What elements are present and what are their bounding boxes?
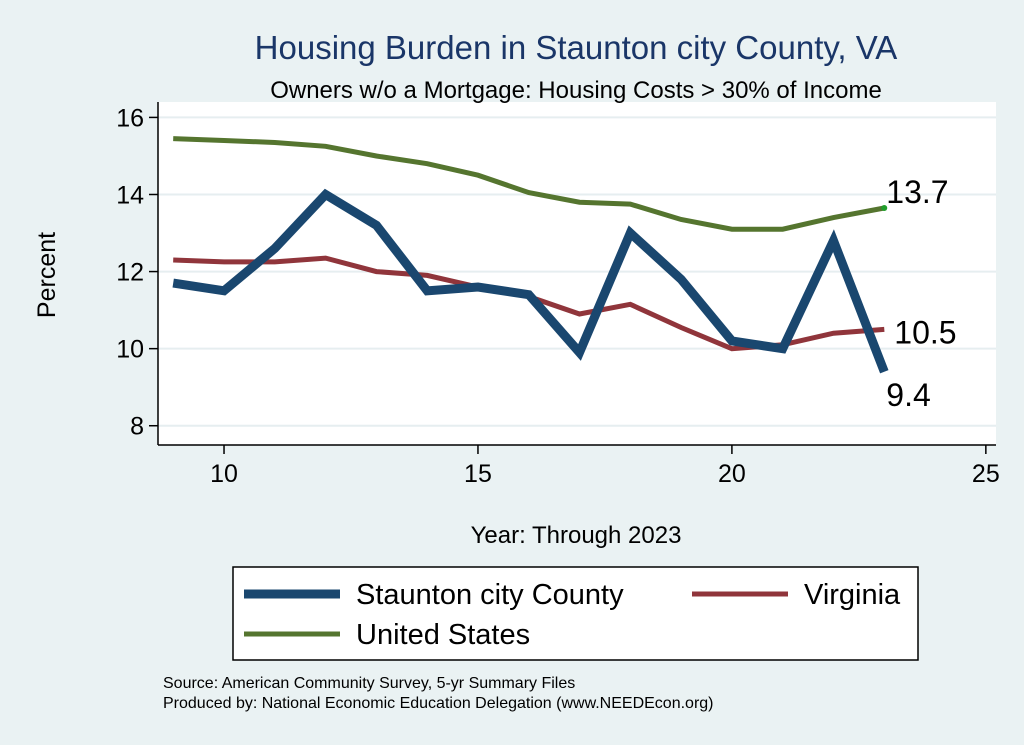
- y-tick-label-12: 12: [116, 259, 144, 287]
- x-tick-label-25: 25: [972, 460, 1000, 488]
- end-label-us: 13.7: [886, 174, 948, 210]
- y-tick-label-8: 8: [130, 413, 144, 441]
- y-axis-label: Percent: [33, 232, 61, 318]
- series-line-staunton: [172, 188, 889, 374]
- producer-line: Produced by: National Economic Education…: [163, 695, 714, 712]
- series-line-us: [173, 136, 885, 232]
- legend: Staunton city County Virginia United Sta…: [232, 566, 919, 661]
- x-tick-label-10: 10: [210, 460, 238, 488]
- x-tick-label-20: 20: [718, 460, 746, 488]
- chart-subtitle: Owners w/o a Mortgage: Housing Costs > 3…: [270, 77, 882, 104]
- gridlines: [158, 116, 996, 427]
- end-label-staunton: 9.4: [886, 377, 930, 413]
- y-tick-label-16: 16: [116, 104, 144, 132]
- legend-label-staunton: Staunton city County: [356, 579, 624, 611]
- end-label-virginia: 10.5: [894, 314, 956, 350]
- legend-box: [232, 566, 919, 661]
- end-labels: 9.4 10.5 13.7: [886, 174, 956, 413]
- chart-title: Housing Burden in Staunton city County, …: [255, 29, 898, 66]
- y-axis: 8 10 12 14 16: [116, 102, 159, 445]
- plot-area: [158, 102, 996, 445]
- x-tick-label-15: 15: [464, 460, 492, 488]
- y-tick-label-14: 14: [116, 181, 144, 209]
- y-tick-label-10: 10: [116, 336, 144, 364]
- legend-label-virginia: Virginia: [804, 579, 901, 611]
- x-axis: 10 15 20 25: [158, 444, 1000, 488]
- legend-label-us: United States: [356, 619, 530, 651]
- series-lines: [172, 136, 889, 374]
- x-axis-label: Year: Through 2023: [471, 522, 682, 549]
- end-marker-us: [881, 204, 888, 211]
- source-line: Source: American Community Survey, 5-yr …: [163, 675, 575, 692]
